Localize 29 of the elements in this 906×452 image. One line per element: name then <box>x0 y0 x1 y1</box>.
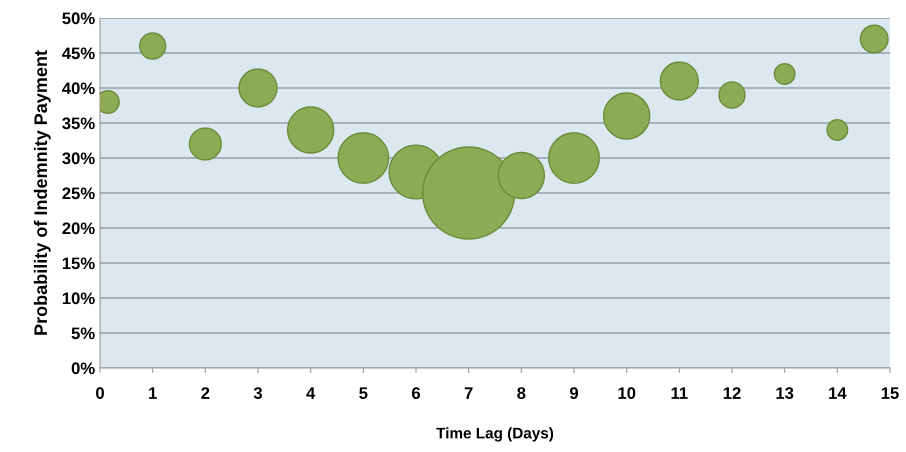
x-tick-label: 12 <box>724 387 741 399</box>
y-tick-label: 35% <box>62 117 95 130</box>
x-tick-label: 14 <box>829 387 847 399</box>
x-tick-label: 13 <box>776 387 794 400</box>
y-tick-label: 20% <box>62 222 95 234</box>
y-tick-label: 50% <box>62 12 95 24</box>
y-tick-label: 5% <box>72 327 95 340</box>
x-tick-label: 8 <box>517 387 526 399</box>
x-tick-label: 0 <box>96 387 104 399</box>
x-tick-label: 1 <box>149 387 157 399</box>
x-tick-label: 6 <box>412 387 420 399</box>
y-axis-title: Probability of Indemnity Payment <box>34 50 51 335</box>
y-tick-label: 15% <box>62 257 95 270</box>
y-tick-label: 40% <box>62 82 95 94</box>
x-tick-label: 15 <box>882 387 899 399</box>
x-tick-label: 10 <box>618 387 636 399</box>
y-tick-label: 45% <box>62 47 95 60</box>
y-tick-label: 25% <box>62 187 95 200</box>
x-axis-title: Time Lag (Days) <box>436 427 554 442</box>
x-tick-label: 11 <box>672 387 688 399</box>
x-tick-label: 3 <box>254 387 262 400</box>
y-tick-label: 0% <box>72 362 95 374</box>
x-tick-label: 4 <box>306 387 316 399</box>
y-tick-label: 30% <box>62 152 95 164</box>
y-tick-label: 10% <box>62 292 95 304</box>
x-tick-label: 9 <box>570 387 578 399</box>
x-tick-label: 7 <box>464 387 473 399</box>
x-tick-label: 2 <box>201 387 210 399</box>
x-tick-label: 5 <box>359 387 368 399</box>
